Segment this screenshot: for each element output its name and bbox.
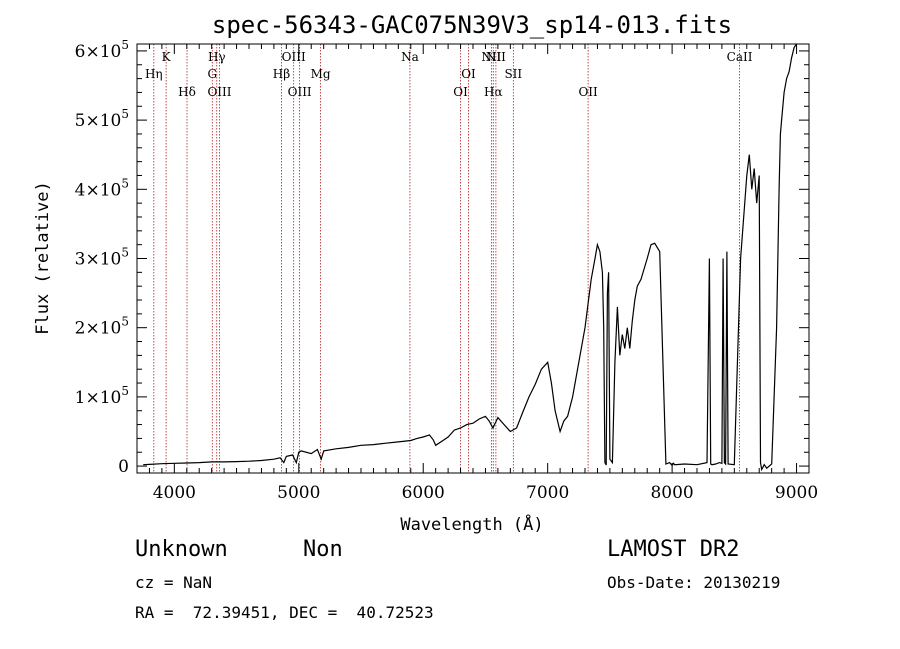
y-tick-label: 3×105 [75, 246, 129, 270]
spectral-line-label: K [162, 50, 172, 64]
object-subclass: Non [303, 537, 343, 562]
x-tick-label: 8000 [650, 483, 693, 503]
obs-date: Obs-Date: 20130219 [607, 573, 781, 592]
y-tick-label: 0 [118, 457, 129, 477]
spectral-line-label: CaII [727, 50, 753, 64]
coordinates: RA = 72.39451, DEC = 40.72523 [135, 603, 434, 622]
y-tick-label: 1×105 [75, 384, 129, 408]
x-tick-label: 7000 [526, 483, 569, 503]
spectral-line-label: G [207, 67, 217, 81]
x-tick-label: 9000 [775, 483, 818, 503]
spectrum-line [143, 43, 798, 472]
survey-name: LAMOST DR2 [607, 537, 740, 562]
object-class: Unknown [135, 537, 228, 562]
x-tick-label: 5000 [277, 483, 320, 503]
spectral-line-label: Hα [484, 85, 503, 99]
y-tick-label: 2×105 [75, 315, 129, 339]
spectral-line-label: SII [504, 67, 522, 81]
spectral-line-label: OII [578, 85, 598, 99]
y-axis-label: Flux (relative) [33, 181, 53, 335]
y-axis-ticks: 0 1×105 2×105 3×105 4×105 5×105 6×105 [75, 38, 809, 477]
spectral-line-label: Hδ [178, 85, 196, 99]
chart-title: spec-56343-GAC075N39V3_sp14-013.fits [212, 11, 732, 39]
spectral-line-label: Na [401, 50, 419, 64]
spectral-line-label: Hη [145, 67, 163, 81]
x-axis-ticks: 4000 5000 6000 7000 8000 9000 [136, 44, 818, 503]
spectral-line-label: OIII [207, 85, 231, 99]
spectral-line-label: OI [461, 67, 476, 81]
x-tick-label: 6000 [402, 483, 445, 503]
x-axis-label: Wavelength (Å) [400, 513, 543, 535]
spectral-line-label: Hγ [208, 50, 226, 64]
spectral-line-label: OI [453, 85, 468, 99]
spectral-line-label: NII [481, 50, 501, 64]
spectral-line-label: Mg [311, 67, 331, 81]
x-tick-label: 4000 [153, 483, 196, 503]
spectral-line-label: Hβ [273, 67, 290, 81]
spectral-line-label: OIII [288, 85, 312, 99]
y-tick-label: 5×105 [75, 107, 129, 131]
y-tick-label: 6×105 [75, 38, 129, 62]
spectral-line-label: OIII [282, 50, 306, 64]
spectral-line-label: NII [486, 50, 506, 64]
y-tick-label: 4×105 [75, 176, 129, 200]
redshift-cz: cz = NaN [135, 573, 213, 592]
spectral-lines-layer: HηKHδHγGOIIIHβOIIIOIIIMgNaOIOINIIHαNIISI… [145, 44, 753, 473]
